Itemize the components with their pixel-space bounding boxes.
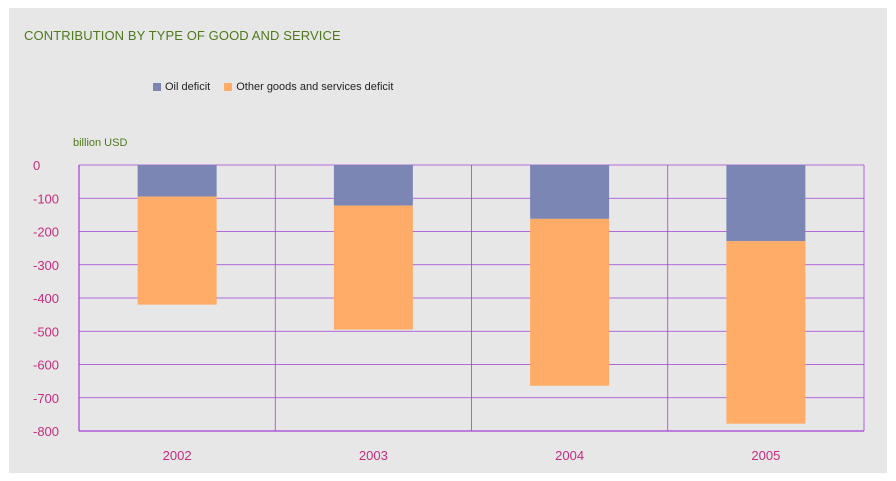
y-tick-label: 0 bbox=[33, 158, 40, 173]
bar-oil-deficit bbox=[333, 165, 413, 206]
y-tick-label: -300 bbox=[33, 258, 59, 273]
bar-other-deficit bbox=[333, 205, 413, 330]
legend-label-oil: Oil deficit bbox=[165, 81, 211, 93]
bar-oil-deficit bbox=[726, 165, 806, 242]
legend-swatch-other bbox=[224, 83, 233, 91]
y-tick-label: -100 bbox=[33, 191, 59, 206]
x-tick-label: 2004 bbox=[555, 448, 584, 463]
bar-other-deficit bbox=[137, 196, 217, 305]
x-tick-label: 2002 bbox=[163, 448, 192, 463]
x-tick-label: 2005 bbox=[751, 448, 780, 463]
x-tick-label: 2003 bbox=[359, 448, 388, 463]
legend-item-oil: Oil deficit bbox=[153, 81, 210, 93]
chart-title: CONTRIBUTION BY TYPE OF GOOD AND SERVICE bbox=[24, 28, 341, 43]
bar-oil-deficit bbox=[530, 165, 610, 219]
y-tick-label: -400 bbox=[33, 291, 59, 306]
legend-item-other: Other goods and services deficit bbox=[224, 81, 393, 93]
y-tick-label: -600 bbox=[33, 358, 59, 373]
y-tick-label: -700 bbox=[33, 391, 59, 406]
bar-other-deficit bbox=[726, 241, 806, 424]
legend-swatch-oil bbox=[153, 83, 161, 91]
y-tick-label: -500 bbox=[33, 324, 59, 339]
bar-oil-deficit bbox=[137, 165, 217, 197]
bar-other-deficit bbox=[530, 218, 610, 386]
legend-label-other: Other goods and services deficit bbox=[236, 81, 394, 93]
y-tick-label: -800 bbox=[33, 424, 59, 439]
legend: Oil deficit Other goods and services def… bbox=[153, 81, 407, 93]
y-axis-unit-label: billion USD bbox=[73, 137, 128, 149]
y-tick-label: -200 bbox=[33, 225, 59, 240]
